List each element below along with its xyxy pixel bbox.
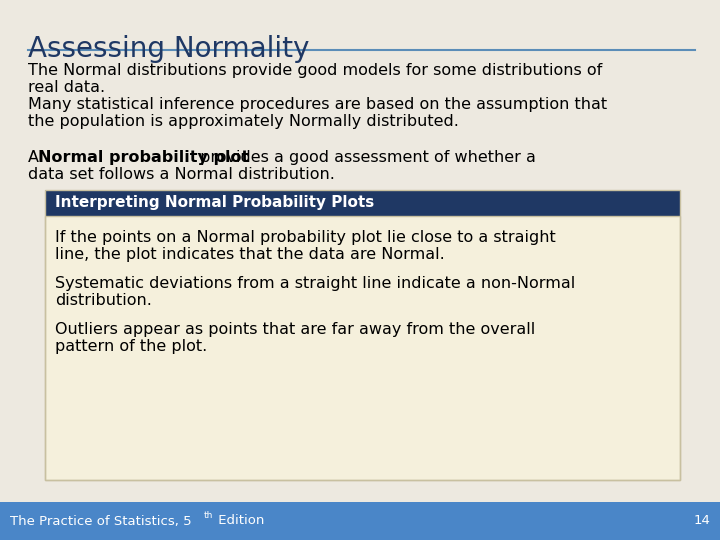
Bar — [45, 190, 680, 480]
Text: line, the plot indicates that the data are Normal.: line, the plot indicates that the data a… — [55, 247, 445, 262]
Text: Many statistical inference procedures are based on the assumption that: Many statistical inference procedures ar… — [28, 97, 607, 112]
Text: data set follows a Normal distribution.: data set follows a Normal distribution. — [28, 167, 335, 182]
Text: Edition: Edition — [214, 515, 264, 528]
Bar — [45, 190, 680, 216]
Text: The Practice of Statistics, 5: The Practice of Statistics, 5 — [10, 515, 192, 528]
Text: Systematic deviations from a straight line indicate a non-Normal: Systematic deviations from a straight li… — [55, 276, 575, 291]
Text: real data.: real data. — [28, 80, 105, 95]
Text: Normal probability plot: Normal probability plot — [38, 150, 249, 165]
Text: Assessing Normality: Assessing Normality — [28, 35, 310, 63]
Text: provides a good assessment of whether a: provides a good assessment of whether a — [195, 150, 536, 165]
Text: If the points on a Normal probability plot lie close to a straight: If the points on a Normal probability pl… — [55, 230, 556, 245]
Bar — [45, 216, 680, 480]
Text: Outliers appear as points that are far away from the overall: Outliers appear as points that are far a… — [55, 322, 535, 337]
Text: the population is approximately Normally distributed.: the population is approximately Normally… — [28, 114, 459, 129]
Text: th: th — [204, 511, 213, 521]
Text: 14: 14 — [693, 515, 710, 528]
Bar — [0, 502, 720, 540]
Text: pattern of the plot.: pattern of the plot. — [55, 339, 207, 354]
Text: A: A — [28, 150, 44, 165]
Text: Interpreting Normal Probability Plots: Interpreting Normal Probability Plots — [55, 194, 374, 210]
Text: The Normal distributions provide good models for some distributions of: The Normal distributions provide good mo… — [28, 63, 602, 78]
Text: distribution.: distribution. — [55, 293, 152, 308]
